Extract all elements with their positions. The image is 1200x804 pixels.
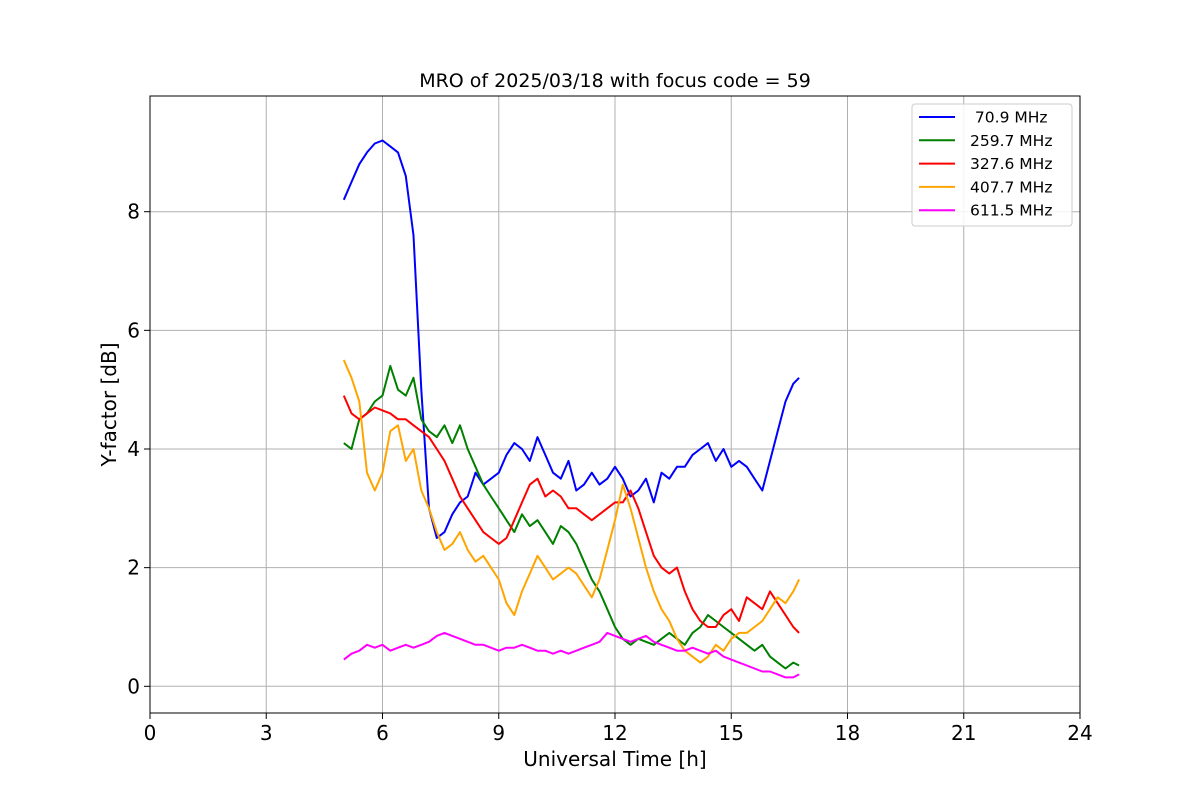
x-tick-label: 15 — [719, 721, 744, 745]
x-tick-label: 9 — [492, 721, 505, 745]
x-tick-label: 12 — [602, 721, 627, 745]
x-tick-label: 24 — [1067, 721, 1092, 745]
y-tick-label: 8 — [127, 200, 140, 224]
x-tick-label: 3 — [260, 721, 273, 745]
x-tick-label: 18 — [835, 721, 860, 745]
y-tick-label: 2 — [127, 556, 140, 580]
series-line-4 — [343, 631, 800, 679]
series-lines — [342, 139, 800, 679]
y-tick-label: 4 — [127, 437, 140, 461]
chart-title: MRO of 2025/03/18 with focus code = 59 — [419, 70, 811, 92]
series-line-3 — [342, 359, 800, 664]
x-tick-label: 0 — [144, 721, 157, 745]
grid — [150, 96, 1080, 713]
x-tick-label: 21 — [951, 721, 976, 745]
y-axis-label: Y-factor [dB] — [97, 342, 121, 467]
series-line-0 — [342, 139, 800, 539]
legend-label: 407.7 MHz — [970, 178, 1052, 196]
series-line-2 — [342, 395, 800, 634]
series-line-1 — [343, 364, 800, 670]
x-tick-label: 6 — [376, 721, 389, 745]
legend-box — [911, 103, 1073, 227]
legend-label: 259.7 MHz — [970, 132, 1052, 150]
legend-label: 611.5 MHz — [970, 202, 1052, 220]
legend-label: 70.9 MHz — [970, 109, 1048, 127]
y-tick-label: 6 — [127, 318, 140, 342]
legend-label: 327.6 MHz — [970, 155, 1052, 173]
x-axis-label: Universal Time [h] — [523, 747, 706, 771]
legend: 70.9 MHz 259.7 MHz 327.6 MHz 407.7 MHz 611.5… — [911, 103, 1073, 227]
y-tick-label: 0 — [127, 674, 140, 698]
